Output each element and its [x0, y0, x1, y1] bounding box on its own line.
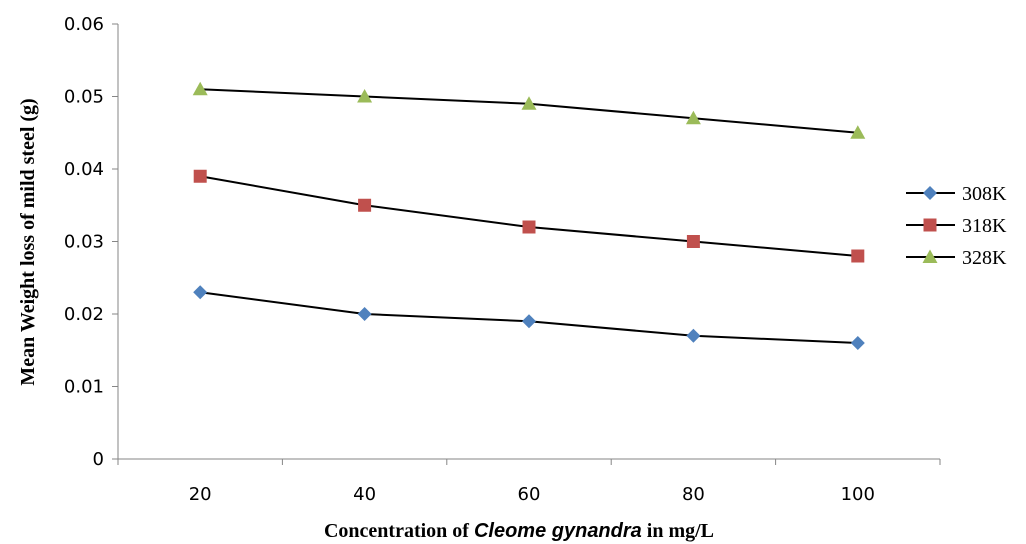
x-tick-label: 40 [353, 484, 376, 505]
x-tick-label: 80 [682, 484, 705, 505]
legend-item: 328K [906, 247, 1007, 269]
legend-label: 308K [962, 183, 1007, 205]
legend-marker [923, 218, 937, 232]
legend-item: 318K [906, 215, 1007, 237]
series-line [200, 88, 858, 134]
legend-label: 328K [962, 247, 1007, 269]
x-tick-label: 100 [841, 484, 875, 505]
series-line [200, 175, 858, 257]
x-axis-title: Concentration of Cleome gynandra in mg/L [324, 520, 714, 542]
x-axis-title-suffix: in mg/L [642, 520, 714, 542]
y-tick-label: 0 [93, 449, 104, 470]
data-point [686, 235, 700, 248]
y-tick-label: 0.01 [64, 377, 104, 398]
y-ticks: 0 0.01 0.02 0.03 0.04 0.05 0.06 [64, 14, 118, 470]
x-axis-title-italic: Cleome gynandra [474, 520, 642, 542]
data-point [192, 81, 208, 96]
y-tick-label: 0.05 [64, 87, 104, 108]
data-point [685, 110, 701, 125]
data-point [358, 198, 372, 212]
chart-axes [117, 24, 940, 460]
data-point [193, 285, 208, 300]
y-tick-label: 0.06 [64, 14, 104, 35]
data-point [686, 328, 701, 343]
x-axis-title-prefix: Concentration of [324, 520, 474, 542]
x-tick-label: 60 [518, 484, 541, 505]
series-318K [193, 169, 865, 263]
legend-marker [923, 186, 937, 200]
data-point [357, 89, 373, 103]
data-point [521, 96, 537, 110]
y-axis-title: Mean Weight loss of mild steel (g) [17, 98, 39, 385]
legend-label: 318K [962, 215, 1007, 237]
legend-item: 308K [906, 183, 1007, 205]
data-point [522, 220, 536, 234]
data-point [850, 125, 866, 139]
y-tick-label: 0.04 [64, 159, 104, 180]
y-tick-label: 0.03 [64, 232, 104, 253]
legend-marker [922, 249, 938, 263]
y-tick-label: 0.02 [64, 304, 104, 325]
data-point [357, 307, 372, 321]
series-308K [193, 285, 865, 350]
x-ticks: 20 40 60 80 100 [117, 459, 941, 505]
data-point [522, 314, 536, 329]
data-point [193, 169, 207, 183]
series-328K [192, 81, 866, 139]
data-point [850, 336, 865, 350]
legend: 308K 318K 328K [906, 183, 1007, 269]
data-point [851, 249, 865, 263]
x-tick-label: 20 [189, 484, 212, 505]
series-layer [192, 81, 866, 350]
